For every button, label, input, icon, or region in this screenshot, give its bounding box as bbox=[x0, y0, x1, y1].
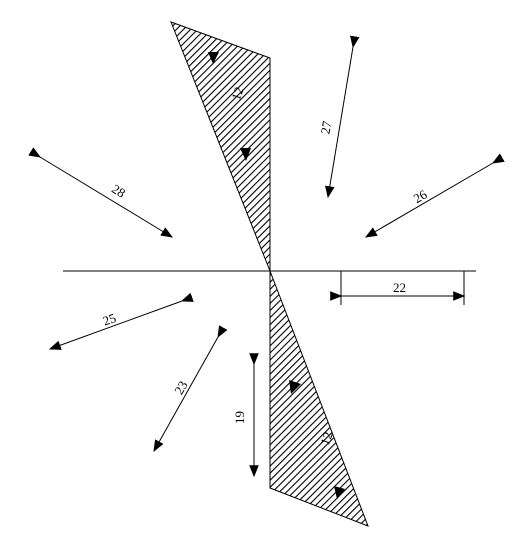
arrow-26-label: 26 bbox=[411, 186, 430, 206]
dim-22-label: 22 bbox=[393, 280, 406, 295]
top-triangle-arrowhead-2 bbox=[240, 148, 251, 161]
top-triangle-label: 12 bbox=[228, 85, 247, 102]
top-triangle-arrowhead-1 bbox=[208, 52, 219, 64]
arrow-19-label: 19 bbox=[232, 411, 247, 424]
bottom-triangle-arrowhead-2 bbox=[334, 486, 345, 499]
arrow-25-label: 25 bbox=[101, 310, 118, 329]
arrow-25 bbox=[48, 292, 194, 350]
arrow-28 bbox=[28, 147, 174, 238]
arrow-27-label: 27 bbox=[317, 119, 334, 135]
bottom-triangle-label: 12 bbox=[317, 430, 336, 447]
arrow-28-label: 28 bbox=[109, 181, 128, 201]
arrow-26 bbox=[364, 153, 505, 238]
arrow-23-label: 23 bbox=[171, 378, 190, 397]
bottom-triangle-arrowhead-1 bbox=[289, 380, 301, 394]
bottom-hatched-triangle bbox=[269, 270, 369, 527]
arrow-27 bbox=[325, 35, 360, 199]
arrow-23 bbox=[153, 325, 228, 453]
top-hatched-triangle bbox=[170, 21, 271, 272]
